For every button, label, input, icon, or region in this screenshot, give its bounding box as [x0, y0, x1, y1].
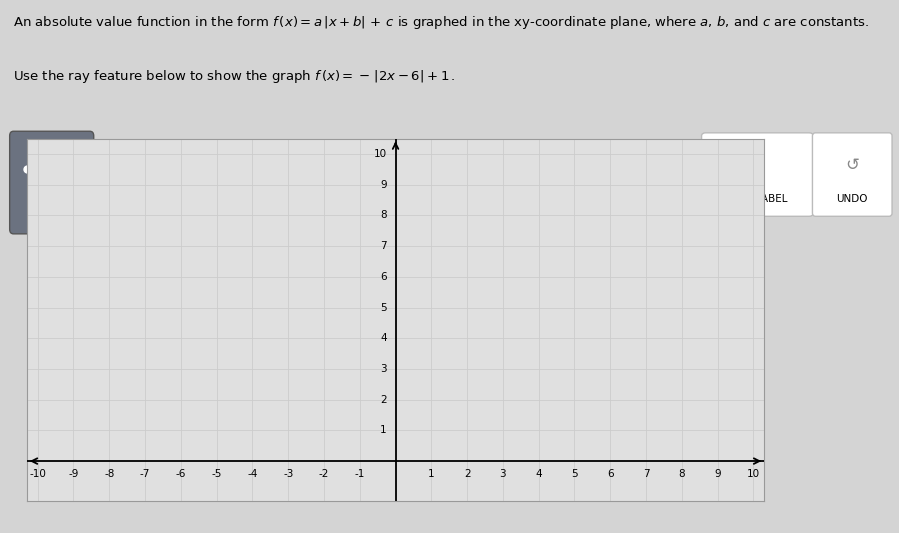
- Text: -3: -3: [283, 469, 293, 479]
- Text: 4: 4: [536, 469, 542, 479]
- Text: 4: 4: [380, 333, 387, 343]
- Text: 6: 6: [607, 469, 614, 479]
- Text: 9: 9: [380, 180, 387, 190]
- FancyBboxPatch shape: [813, 133, 892, 216]
- Text: 7: 7: [643, 469, 649, 479]
- Text: -2: -2: [319, 469, 329, 479]
- Text: RAY: RAY: [38, 206, 66, 219]
- Text: -4: -4: [247, 469, 258, 479]
- Text: 8: 8: [679, 469, 685, 479]
- Text: 5: 5: [380, 303, 387, 312]
- Text: 10: 10: [373, 149, 387, 159]
- Text: 2: 2: [380, 394, 387, 405]
- Text: 9: 9: [715, 469, 721, 479]
- Text: 5: 5: [571, 469, 578, 479]
- Text: 1: 1: [428, 469, 434, 479]
- Text: -1: -1: [354, 469, 365, 479]
- Text: 3: 3: [380, 364, 387, 374]
- FancyBboxPatch shape: [701, 133, 814, 216]
- Text: EDIT LABEL: EDIT LABEL: [727, 195, 788, 204]
- Text: -9: -9: [68, 469, 79, 479]
- Text: -7: -7: [140, 469, 150, 479]
- Text: 3: 3: [500, 469, 506, 479]
- Text: -8: -8: [104, 469, 114, 479]
- Text: ↺: ↺: [845, 156, 859, 174]
- Text: -10: -10: [30, 469, 46, 479]
- FancyBboxPatch shape: [10, 131, 93, 234]
- Text: -6: -6: [175, 469, 186, 479]
- Text: ✏: ✏: [751, 156, 764, 174]
- Text: UNDO: UNDO: [836, 195, 868, 204]
- Text: An absolute value function in the form $f\,(x) = a\,|x+b|\,+\,c$ is graphed in t: An absolute value function in the form $…: [13, 14, 869, 31]
- Text: 8: 8: [380, 211, 387, 220]
- Text: 1: 1: [380, 425, 387, 435]
- Text: 7: 7: [380, 241, 387, 251]
- Text: 2: 2: [464, 469, 470, 479]
- Text: Use the ray feature below to show the graph $f\,(x) = -\,|2x-6|+1\,.$: Use the ray feature below to show the gr…: [13, 68, 456, 85]
- Text: -5: -5: [211, 469, 222, 479]
- Text: 6: 6: [380, 272, 387, 282]
- Text: 10: 10: [747, 469, 760, 479]
